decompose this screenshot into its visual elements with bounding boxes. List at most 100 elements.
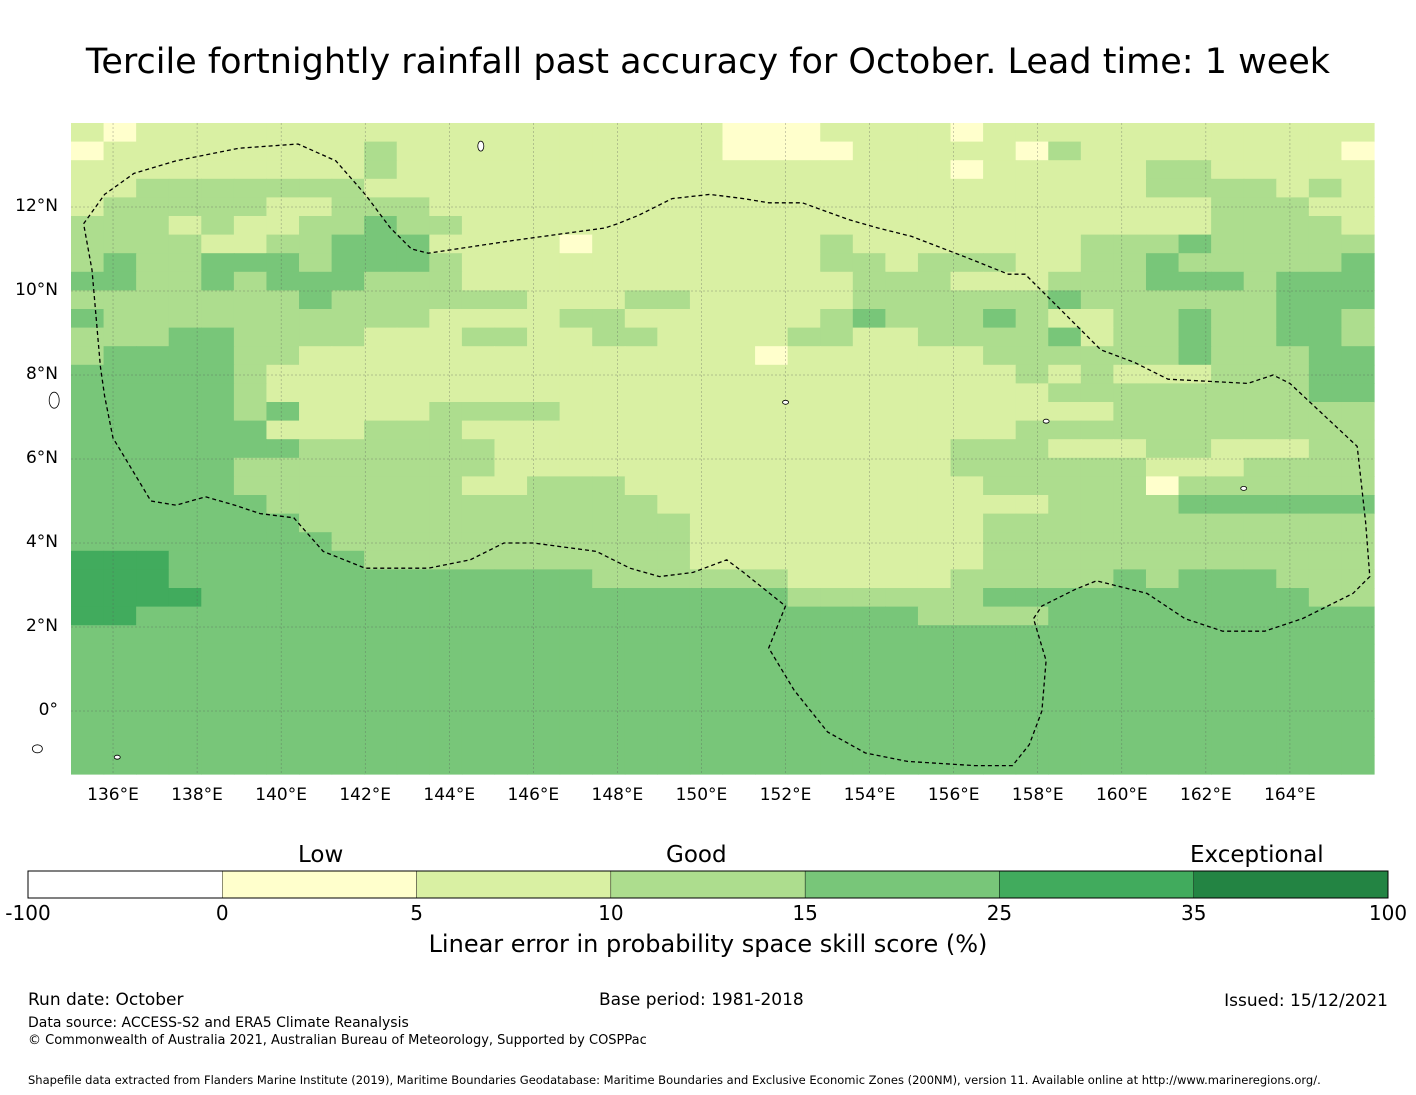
grid-cell [917, 364, 952, 384]
grid-cell [1015, 476, 1049, 496]
grid-cell [1080, 532, 1115, 552]
grid-cell [885, 513, 919, 533]
lat-tick-label: 0° [38, 700, 58, 720]
grid-cell [983, 569, 1017, 589]
grid-cell [331, 123, 365, 143]
grid-cell [950, 346, 984, 366]
grid-cell [983, 234, 1017, 254]
grid-cell [1276, 364, 1310, 384]
grid-cell [1211, 662, 1245, 682]
grid-cell [364, 588, 398, 608]
grid-cell [624, 550, 658, 570]
grid-cell [1080, 271, 1115, 291]
grid-cell [852, 309, 886, 329]
grid-cell [1113, 402, 1147, 422]
grid-cell [592, 439, 626, 459]
grid-cell [136, 160, 170, 180]
grid-cell [1015, 309, 1049, 329]
grid-cell [592, 327, 626, 347]
grid-cell [461, 197, 496, 217]
grid-cell [950, 420, 984, 440]
category-good: Good [666, 842, 727, 868]
grid-cell [461, 457, 496, 477]
grid-cell [103, 178, 137, 198]
grid-cell [168, 402, 202, 422]
grid-cell [331, 681, 365, 701]
grid-cell [1341, 495, 1375, 515]
grid-cell [1341, 141, 1375, 161]
grid-cell [1308, 662, 1343, 682]
grid-cell [657, 364, 691, 384]
grid-cell [950, 681, 984, 701]
grid-cell [1276, 327, 1310, 347]
island-outline [31, 744, 43, 754]
grid-cell [950, 383, 984, 403]
grid-cell [168, 718, 202, 738]
colorbar-title: Linear error in probability space skill … [428, 930, 988, 958]
grid-cell [168, 364, 202, 384]
grid-cell [71, 606, 105, 626]
grid-cell [624, 123, 658, 143]
grid-cell [787, 439, 821, 459]
grid-cell [1276, 718, 1310, 738]
grid-cell [722, 495, 756, 515]
grid-cell [201, 476, 235, 496]
grid-cell [657, 699, 691, 719]
grid-cell [1080, 681, 1115, 701]
grid-cell [136, 457, 170, 477]
grid-cell [592, 141, 626, 161]
grid-cell [820, 327, 854, 347]
grid-cell [917, 160, 952, 180]
grid-cell [71, 736, 105, 756]
grid-cell [71, 681, 105, 701]
grid-cell [103, 271, 137, 291]
grid-cell [461, 216, 496, 236]
grid-cell [1276, 681, 1310, 701]
grid-cell [983, 123, 1017, 143]
grid-cell [103, 606, 137, 626]
grid-cell [950, 234, 984, 254]
grid-cell [722, 457, 756, 477]
grid-cell [136, 271, 170, 291]
grid-cell [1178, 364, 1212, 384]
grid-cell [1178, 439, 1212, 459]
grid-cell [1015, 457, 1049, 477]
grid-cell [266, 588, 300, 608]
grid-cell [1113, 495, 1147, 515]
grid-cell [266, 420, 300, 440]
grid-cell [885, 699, 919, 719]
grid-cell [331, 420, 365, 440]
grid-cell [71, 383, 105, 403]
grid-cell [429, 532, 463, 552]
lon-tick-label: 140°E [255, 785, 307, 805]
grid-cell [299, 160, 333, 180]
grid-cell [103, 569, 137, 589]
grid-cell [1308, 681, 1343, 701]
grid-cell [103, 457, 137, 477]
grid-cell [527, 495, 561, 515]
grid-cell [1048, 346, 1082, 366]
grid-cell [1145, 178, 1180, 198]
grid-cell [689, 383, 724, 403]
grid-cell [885, 476, 919, 496]
grid-cell [1308, 569, 1343, 589]
grid-cell [1308, 718, 1343, 738]
grid-cell [624, 699, 658, 719]
grid-cell [429, 346, 463, 366]
grid-cell [885, 197, 919, 217]
grid-cell [1048, 681, 1082, 701]
grid-cell [429, 476, 463, 496]
grid-cell [1276, 513, 1310, 533]
grid-cell [559, 271, 593, 291]
grid-cell [787, 253, 821, 273]
grid-cell [1243, 588, 1277, 608]
grid-cell [331, 643, 365, 663]
grid-cell [299, 364, 333, 384]
grid-cell [1178, 123, 1212, 143]
grid-cell [1145, 327, 1180, 347]
grid-cell [722, 643, 756, 663]
grid-cell [266, 718, 300, 738]
grid-cell [1211, 681, 1245, 701]
grid-cell [820, 439, 854, 459]
grid-cell [917, 681, 952, 701]
